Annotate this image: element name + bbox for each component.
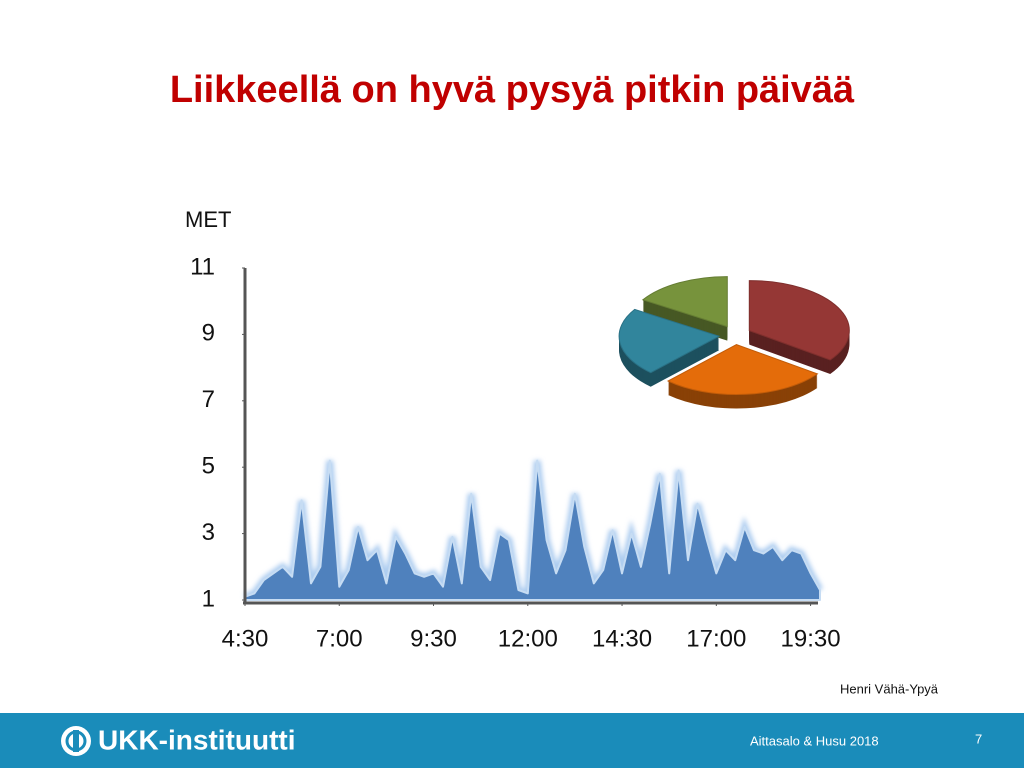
x-tick-label: 19:30 [781, 625, 841, 652]
y-tick-label: 3 [202, 519, 215, 546]
y-tick-label: 5 [202, 453, 215, 480]
pie-slice [748, 280, 850, 361]
x-tick-label: 4:30 [222, 625, 269, 652]
credit: Henri Vähä-Ypyä [840, 681, 939, 696]
page-number: 7 [975, 731, 982, 746]
y-axis-label: MET [185, 207, 231, 232]
x-tick-label: 17:00 [686, 625, 746, 652]
pie-slice [618, 308, 721, 374]
pie-slice [666, 344, 819, 396]
logo-icon [61, 726, 91, 756]
area [244, 459, 821, 601]
slide-title: Liikkeellä on hyvä pysyä pitkin päivää [170, 69, 855, 111]
x-tick-label: 12:00 [498, 625, 558, 652]
footer-citation: Aittasalo & Husu 2018 [750, 733, 879, 748]
x-tick-label: 7:00 [316, 625, 363, 652]
y-tick-label: 9 [202, 320, 215, 347]
x-tick-label: 14:30 [592, 625, 652, 652]
y-tick-label: 1 [202, 585, 215, 612]
x-tick-label: 9:30 [410, 625, 457, 652]
footer-bar [0, 713, 1024, 768]
y-tick-label: 7 [202, 386, 215, 413]
y-tick-label: 11 [190, 253, 215, 280]
pie-slice [641, 276, 728, 328]
footer-logo: UKK-instituutti [98, 724, 296, 755]
